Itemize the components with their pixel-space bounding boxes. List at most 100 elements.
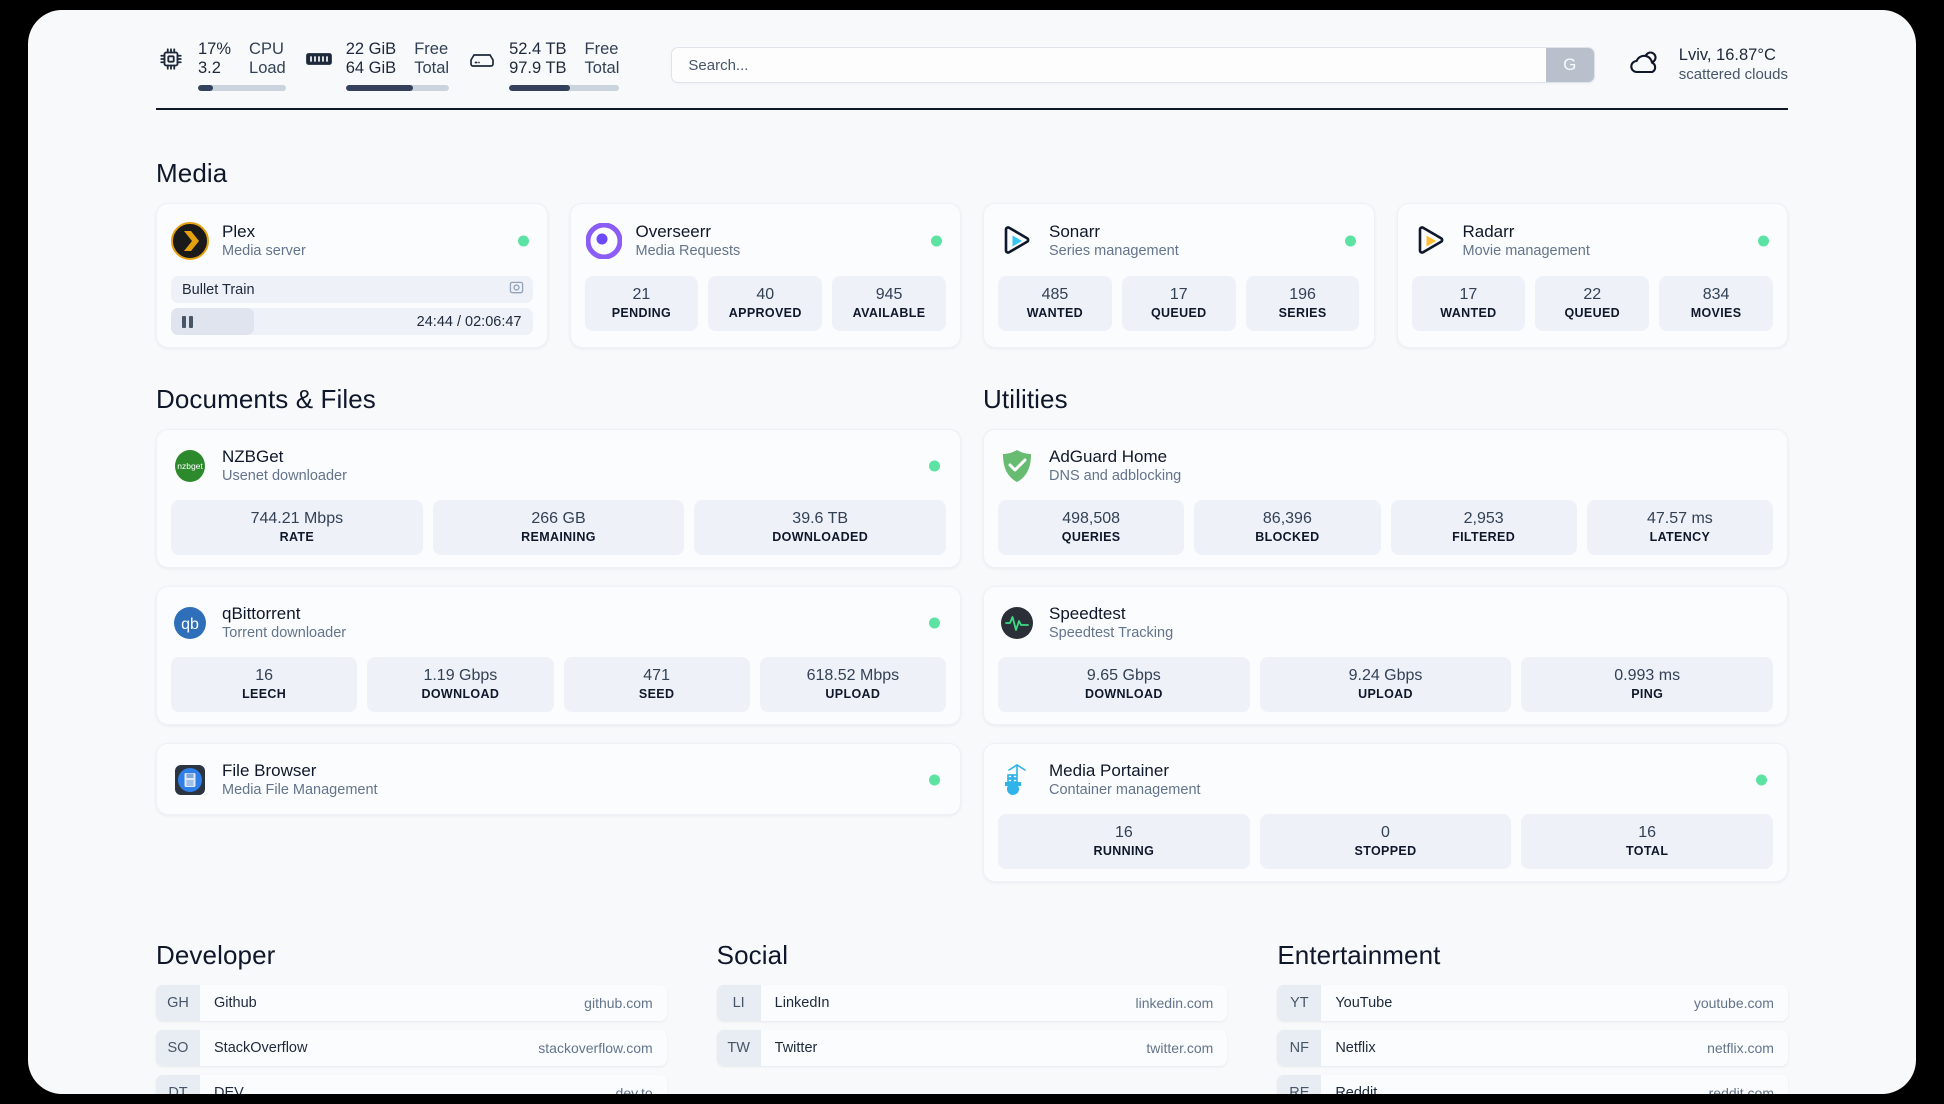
service-name: File Browser	[222, 761, 317, 780]
status-badge	[931, 235, 942, 247]
stat-box: 945 AVAILABLE	[832, 276, 946, 331]
search-input[interactable]	[672, 48, 1546, 82]
bookmark-abbr: NF	[1277, 1030, 1322, 1066]
service-name: Media Portainer	[1049, 761, 1170, 780]
hard-drive-icon	[467, 44, 497, 74]
cpu-usage-value: 17%	[198, 39, 232, 58]
service-card-overseerr[interactable]: Overseerr Media Requests 21 PENDING 40 A…	[569, 203, 961, 348]
stat-box: 0.993 ms PING	[1521, 657, 1774, 712]
stat-label: LATENCY	[1649, 530, 1711, 544]
cpu-label-top: CPU	[249, 39, 284, 58]
ram-label-top: Free	[414, 39, 449, 58]
service-desc: Media Requests	[635, 243, 741, 259]
file-browser-icon	[171, 761, 209, 799]
cpu-stat-group: 17% 3.2 CPU Load	[156, 40, 304, 91]
cast-icon[interactable]	[509, 280, 524, 300]
stat-value: 0	[1381, 824, 1390, 841]
scattered-clouds-icon	[1627, 48, 1665, 83]
stat-label: QUEUED	[1564, 306, 1621, 320]
stat-box: 9.24 Gbps UPLOAD	[1259, 657, 1512, 712]
stat-value: 86,396	[1262, 510, 1312, 527]
bookmark-group-entertainment: Entertainment YT YouTube youtube.com NF …	[1277, 940, 1788, 1094]
bookmark-abbr: SO	[156, 1030, 200, 1066]
stat-box: 0 STOPPED	[1259, 814, 1512, 869]
bookmark-group-title: Developer	[156, 940, 276, 970]
now-playing-title-row: Bullet Train	[171, 276, 533, 303]
weather-location-temp: Lviv, 16.87°C	[1678, 46, 1776, 64]
stat-label: PING	[1631, 687, 1664, 701]
stat-label: AVAILABLE	[852, 306, 926, 320]
service-card-plex[interactable]: Plex Media server Bullet Train	[156, 203, 548, 348]
service-card-speedtest[interactable]: Speedtest Speedtest Tracking 9.65 Gbps D…	[983, 586, 1788, 725]
stat-label: TOTAL	[1626, 844, 1669, 858]
bookmark-item-github[interactable]: GH Github github.com	[156, 985, 667, 1021]
google-search-button[interactable]: G	[1545, 48, 1594, 82]
stat-box: 471 SEED	[563, 657, 750, 712]
stat-value: 498,508	[1062, 510, 1121, 527]
stat-box: 17 QUEUED	[1121, 276, 1236, 331]
bookmark-group-social: Social LI LinkedIn linkedin.com TW Twitt…	[716, 940, 1228, 1094]
service-card-media-portainer[interactable]: Media Portainer Container management 16 …	[983, 743, 1788, 882]
stat-value: 2,953	[1463, 510, 1504, 527]
service-desc: Container management	[1049, 782, 1201, 798]
bookmark-item-twitter[interactable]: TW Twitter twitter.com	[716, 1030, 1228, 1066]
stat-value: 9.24 Gbps	[1348, 667, 1423, 684]
bookmark-item-reddit[interactable]: RE Reddit reddit.com	[1277, 1075, 1788, 1094]
ram-label-bottom: Total	[414, 58, 450, 77]
stat-label: PENDING	[611, 306, 672, 320]
stat-box: 266 GB REMAINING	[432, 500, 685, 555]
bookmark-url: reddit.com	[1708, 1085, 1774, 1094]
bookmark-item-stackoverflow[interactable]: SO StackOverflow stackoverflow.com	[156, 1030, 667, 1066]
service-card-nzbget[interactable]: nzbget NZBGet Usenet downloader 74	[156, 429, 961, 568]
service-card-file-browser[interactable]: File Browser Media File Management	[156, 743, 961, 815]
stat-label: LEECH	[242, 687, 287, 701]
bookmark-item-youtube[interactable]: YT YouTube youtube.com	[1277, 985, 1788, 1021]
documents-section-title: Documents & Files	[156, 384, 376, 414]
pause-icon[interactable]	[182, 315, 193, 328]
overseerr-icon	[585, 222, 623, 260]
bookmark-abbr: DT	[156, 1075, 200, 1094]
service-card-sonarr[interactable]: Sonarr Series management 485 WANTED 17 Q…	[983, 203, 1375, 348]
bookmark-item-dev[interactable]: DT DEV dev.to	[156, 1075, 667, 1094]
service-card-qbittorrent[interactable]: qb qBittorrent Torrent downloader	[156, 586, 961, 725]
bookmark-url: netflix.com	[1707, 1040, 1774, 1056]
svg-text:nzbget: nzbget	[177, 461, 203, 471]
now-playing-progress[interactable]: 24:44 / 02:06:47	[171, 308, 533, 335]
status-badge	[929, 617, 940, 629]
stat-label: FILTERED	[1452, 530, 1516, 544]
bookmark-url: dev.to	[615, 1085, 653, 1094]
stat-value: 40	[756, 286, 775, 303]
disk-usage-bar	[509, 84, 620, 91]
search-bar[interactable]: G	[671, 47, 1595, 83]
stat-label: STOPPED	[1354, 844, 1417, 858]
bookmark-abbr: LI	[716, 985, 761, 1021]
radarr-icon	[1412, 222, 1450, 260]
ram-total-value: 64 GiB	[345, 58, 397, 77]
stat-value: 618.52 Mbps	[806, 667, 900, 684]
status-badge	[929, 774, 940, 786]
stat-box: 498,508 QUERIES	[998, 500, 1185, 555]
bookmark-item-netflix[interactable]: NF Netflix netflix.com	[1277, 1030, 1788, 1066]
stat-label: REMAINING	[521, 530, 596, 544]
stat-box: 47.57 ms LATENCY	[1586, 500, 1773, 555]
service-card-adguard-home[interactable]: AdGuard Home DNS and adblocking 498,508 …	[983, 429, 1788, 568]
stat-value: 9.65 Gbps	[1086, 667, 1161, 684]
bookmark-abbr: GH	[156, 985, 200, 1021]
bookmark-name: Reddit	[1335, 1085, 1378, 1094]
service-name: Plex	[222, 222, 256, 241]
bookmark-item-linkedin[interactable]: LI LinkedIn linkedin.com	[716, 985, 1228, 1021]
service-card-radarr[interactable]: Radarr Movie management 17 WANTED 22 QUE…	[1396, 203, 1788, 348]
status-badge	[517, 235, 529, 247]
sonarr-icon	[998, 222, 1036, 260]
bookmark-abbr: TW	[716, 1030, 761, 1066]
service-desc: Series management	[1049, 243, 1179, 259]
stat-box: 22 QUEUED	[1535, 276, 1650, 331]
stat-label: QUERIES	[1061, 530, 1121, 544]
stat-value: 17	[1459, 286, 1478, 303]
disk-free-value: 52.4 TB	[509, 39, 567, 58]
stat-box: 17 WANTED	[1411, 276, 1526, 331]
now-playing-title: Bullet Train	[182, 281, 255, 298]
cpu-label-bottom: Load	[249, 58, 286, 77]
speedtest-icon	[998, 604, 1036, 642]
stat-value: 17	[1169, 286, 1188, 303]
